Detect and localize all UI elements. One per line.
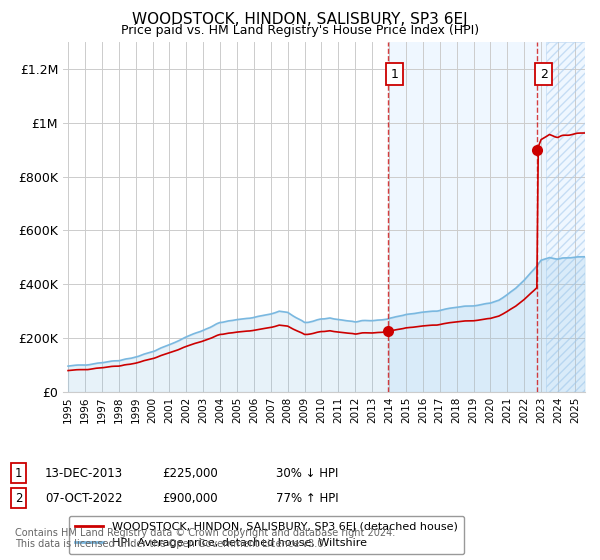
Bar [546, 42, 585, 392]
Text: 07-OCT-2022: 07-OCT-2022 [45, 492, 122, 505]
Legend: WOODSTOCK, HINDON, SALISBURY, SP3 6EJ (detached house), HPI: Average price, deta: WOODSTOCK, HINDON, SALISBURY, SP3 6EJ (d… [68, 516, 464, 554]
Text: 1: 1 [15, 466, 23, 480]
Text: 1: 1 [391, 68, 398, 81]
Text: £225,000: £225,000 [162, 466, 218, 480]
Text: 30% ↓ HPI: 30% ↓ HPI [276, 466, 338, 480]
Text: WOODSTOCK, HINDON, SALISBURY, SP3 6EJ: WOODSTOCK, HINDON, SALISBURY, SP3 6EJ [132, 12, 468, 27]
Text: £900,000: £900,000 [162, 492, 218, 505]
Text: Price paid vs. HM Land Registry's House Price Index (HPI): Price paid vs. HM Land Registry's House … [121, 24, 479, 37]
Text: Contains HM Land Registry data © Crown copyright and database right 2024.
This d: Contains HM Land Registry data © Crown c… [15, 528, 395, 549]
Text: 2: 2 [540, 68, 548, 81]
Text: 2: 2 [15, 492, 23, 505]
Text: 13-DEC-2013: 13-DEC-2013 [45, 466, 123, 480]
Bar [388, 42, 585, 392]
Text: 77% ↑ HPI: 77% ↑ HPI [276, 492, 338, 505]
